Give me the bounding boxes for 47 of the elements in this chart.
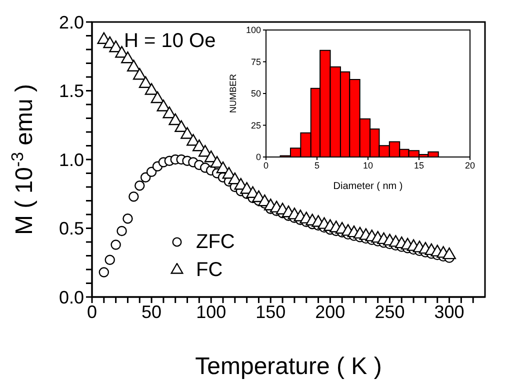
point	[168, 113, 182, 126]
y-tick-label: 100	[246, 25, 261, 36]
x-tick-label: 20	[464, 160, 476, 170]
point	[442, 247, 456, 260]
x-tick-label: 15	[414, 160, 424, 170]
point	[128, 192, 139, 202]
point	[180, 127, 194, 139]
y-tick-label: 2.0	[58, 12, 84, 32]
y-tick-label: 1.0	[58, 150, 84, 170]
point	[110, 240, 121, 250]
x-tick-label: 0	[263, 160, 269, 170]
point	[122, 214, 133, 224]
point	[134, 180, 145, 191]
point	[116, 226, 127, 236]
x-tick-label: 5	[314, 160, 320, 170]
x-axis-title: Temperature ( K )	[195, 353, 382, 380]
y-tick-label: 0.5	[58, 218, 84, 239]
point	[127, 60, 140, 72]
y-tick-label: 1.5	[58, 81, 84, 102]
x-tick-label: 200	[315, 302, 346, 322]
y-axis-title: NUMBER	[228, 74, 238, 114]
x-tick-label: 250	[374, 302, 405, 322]
y-tick-label: 75	[250, 56, 261, 67]
y-tick-label: 25	[250, 120, 261, 130]
y-tick-label: 50	[250, 88, 261, 99]
point	[144, 83, 158, 95]
x-tick-label: 10	[362, 160, 374, 170]
point	[150, 91, 164, 104]
point	[162, 106, 176, 118]
point	[121, 52, 134, 64]
x-tick-label: 100	[196, 302, 226, 322]
annotation: H = 10 Oe	[124, 30, 216, 53]
x-axis-title: Diameter ( nm )	[333, 181, 403, 192]
x-tick-label: 150	[256, 302, 286, 322]
point	[132, 68, 146, 80]
y-tick-label: 0.0	[58, 287, 84, 308]
point	[156, 100, 170, 112]
point	[138, 76, 152, 88]
point	[98, 267, 110, 278]
point	[104, 254, 115, 265]
x-tick-label: 300	[434, 302, 464, 322]
y-tick-label: 0	[256, 152, 261, 162]
point	[174, 120, 188, 132]
x-tick-label: 0	[86, 302, 98, 322]
legend-label: ZFC	[196, 230, 235, 255]
x-tick-label: 50	[142, 302, 162, 322]
legend-label: FC	[196, 258, 223, 283]
